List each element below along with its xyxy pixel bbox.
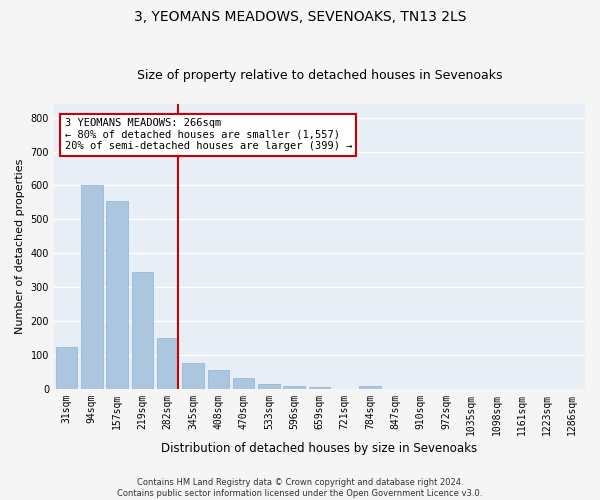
Bar [359, 386, 381, 389]
Bar [233, 378, 254, 389]
Y-axis label: Number of detached properties: Number of detached properties [15, 159, 25, 334]
Text: 3 YEOMANS MEADOWS: 266sqm
← 80% of detached houses are smaller (1,557)
20% of se: 3 YEOMANS MEADOWS: 266sqm ← 80% of detac… [65, 118, 352, 152]
Bar [208, 370, 229, 389]
Bar [182, 362, 204, 389]
Text: Contains HM Land Registry data © Crown copyright and database right 2024.
Contai: Contains HM Land Registry data © Crown c… [118, 478, 482, 498]
Title: Size of property relative to detached houses in Sevenoaks: Size of property relative to detached ho… [137, 69, 502, 82]
Bar [258, 384, 280, 389]
Bar [131, 272, 153, 389]
Bar [283, 386, 305, 389]
Bar [157, 338, 178, 389]
Bar [309, 387, 330, 389]
Bar [106, 200, 128, 389]
Bar [56, 346, 77, 389]
Text: 3, YEOMANS MEADOWS, SEVENOAKS, TN13 2LS: 3, YEOMANS MEADOWS, SEVENOAKS, TN13 2LS [134, 10, 466, 24]
X-axis label: Distribution of detached houses by size in Sevenoaks: Distribution of detached houses by size … [161, 442, 478, 455]
Bar [81, 186, 103, 389]
